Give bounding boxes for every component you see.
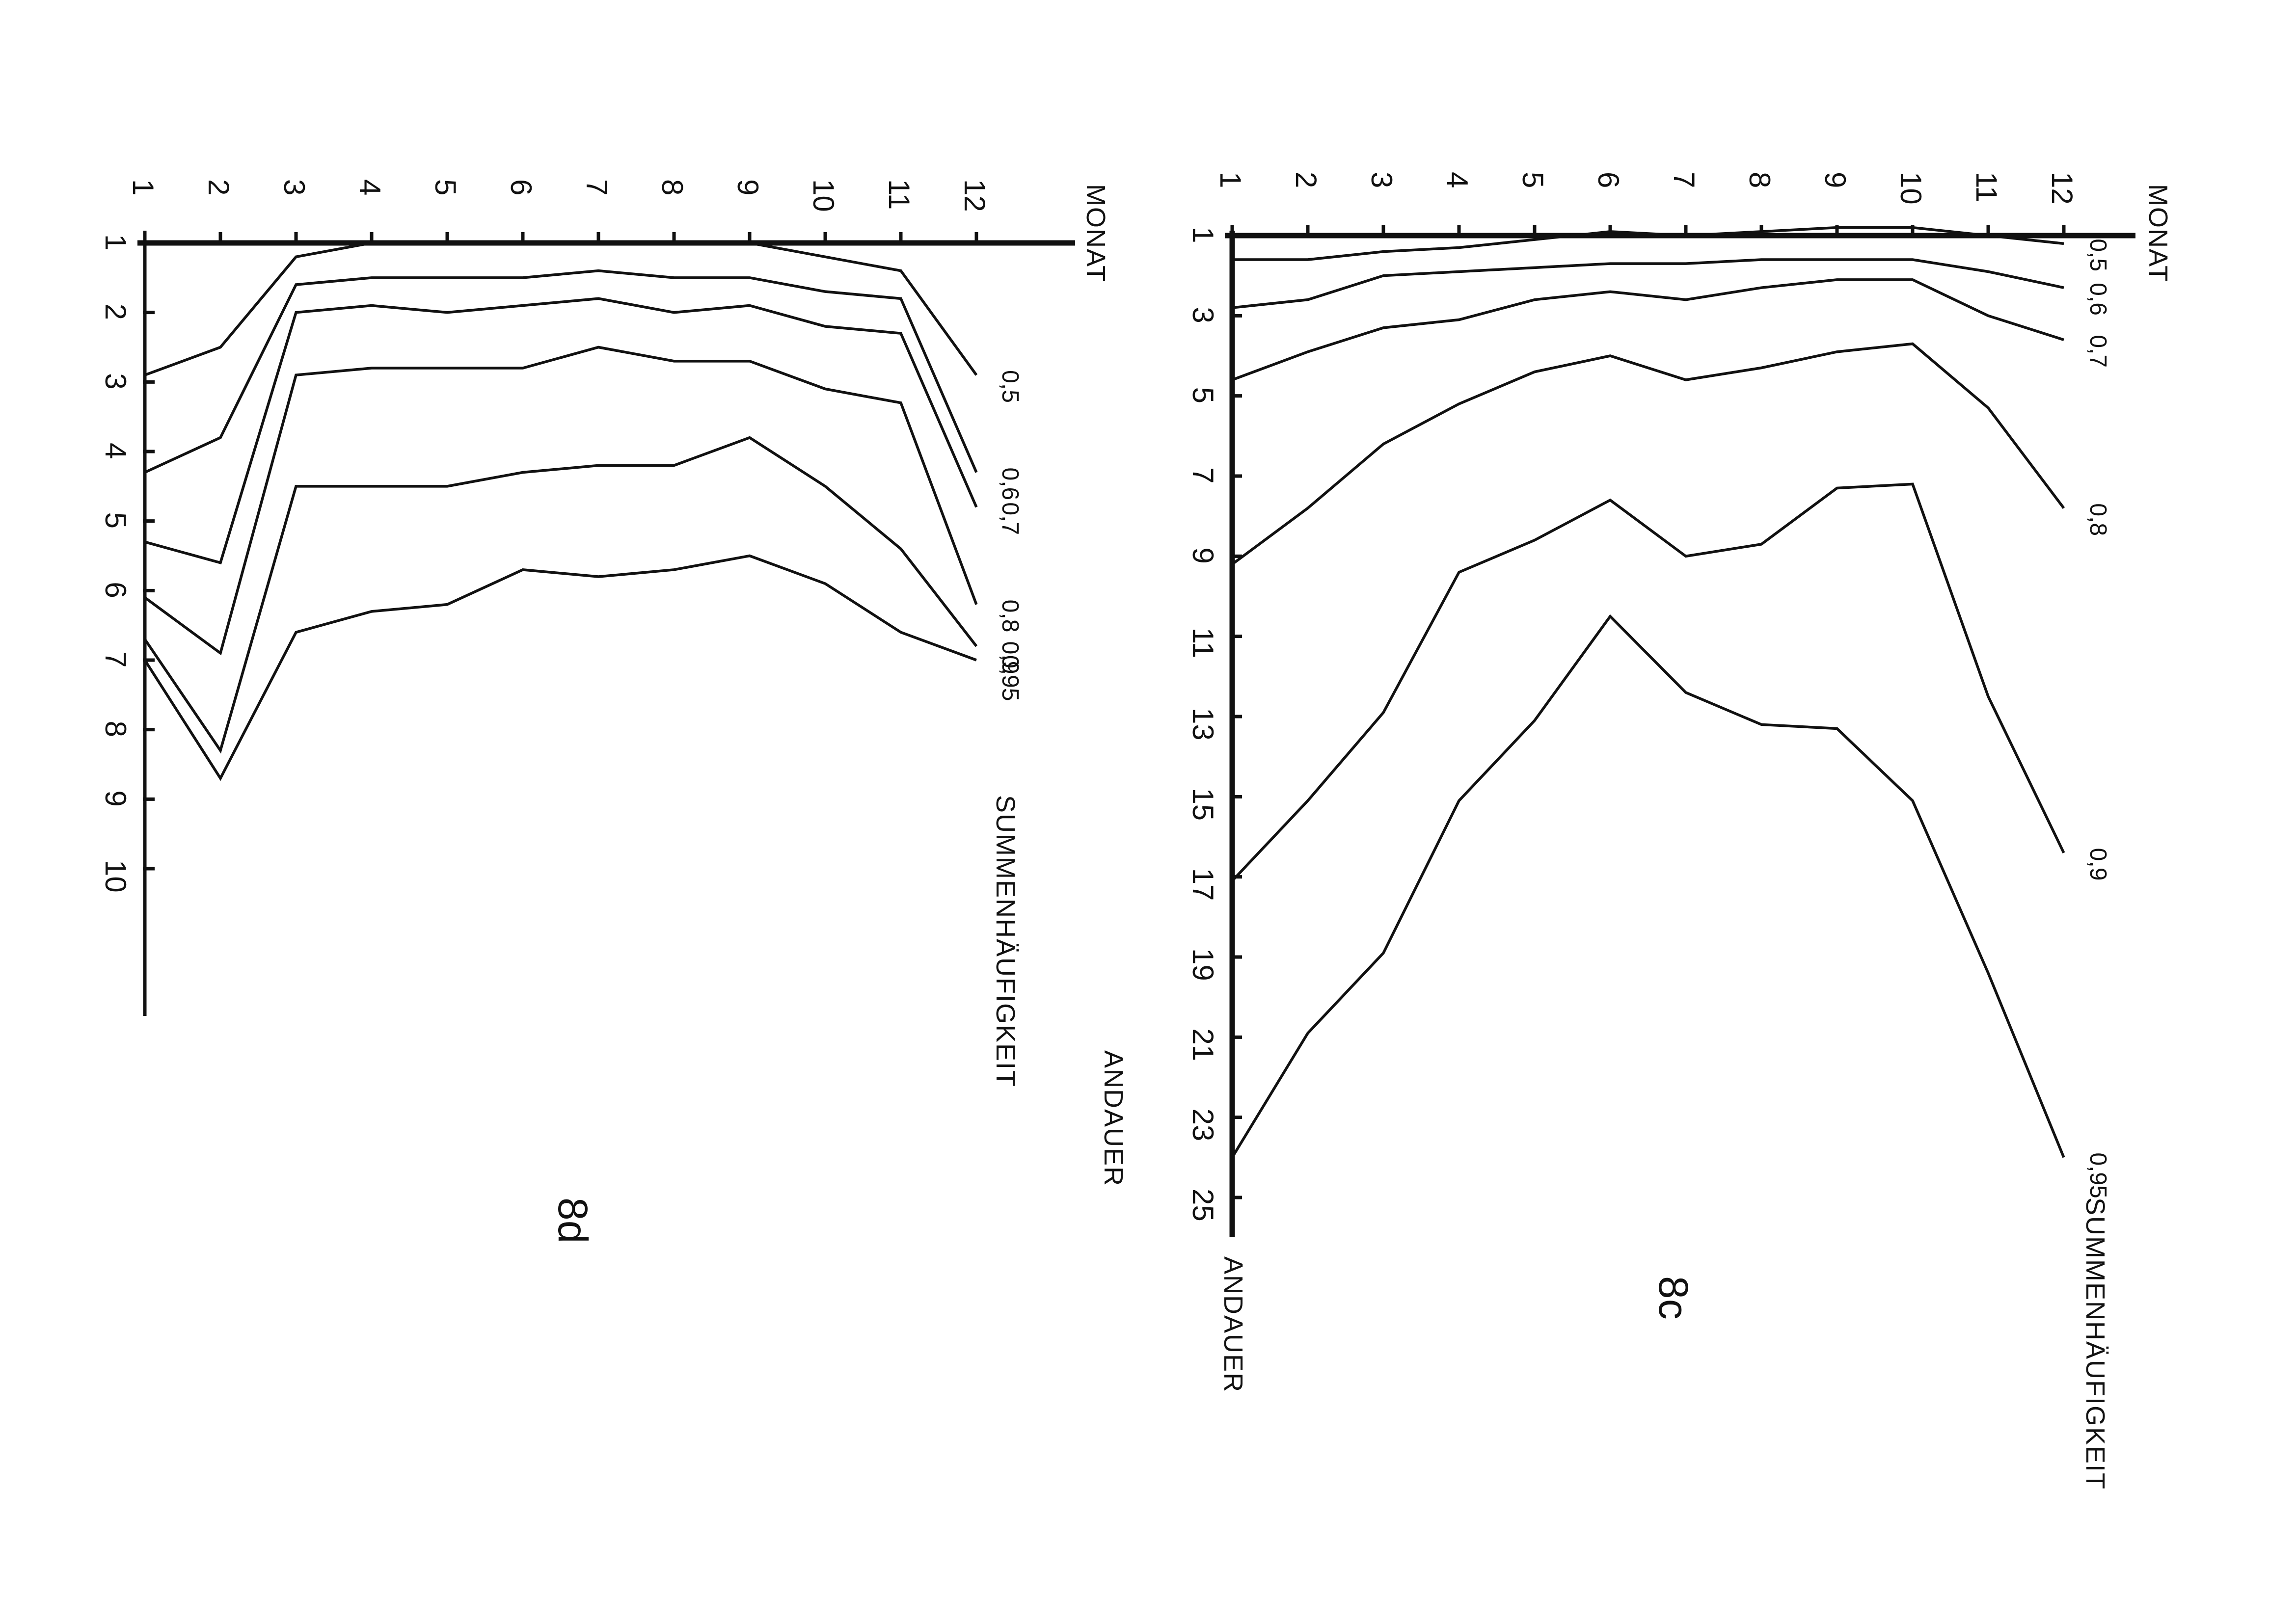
- series-line-0-7: [1232, 278, 2064, 381]
- month-tick-label: 2: [202, 179, 235, 195]
- month-tick-label: 1: [127, 179, 160, 195]
- series-line-0-6: [1232, 258, 2064, 309]
- chart-8c-panel-label: 8c: [1650, 1276, 1697, 1320]
- series-label-0-5: 0,5: [997, 370, 1023, 403]
- month-tick-label: 4: [353, 179, 386, 195]
- duration-tick-label: 10: [99, 860, 132, 893]
- duration-tick-label: 19: [1187, 948, 1219, 981]
- chart-8c-month-ticks: 1 2 3 4 5 6 7 8 9 10 11 12: [1214, 172, 2079, 238]
- month-tick-label: 3: [1365, 172, 1398, 188]
- series-line-0-8: [1231, 342, 2065, 565]
- series-label-0-6: 0,6: [997, 468, 1023, 501]
- series-line-0-5: [144, 241, 978, 376]
- duration-tick-label: 23: [1187, 1109, 1219, 1142]
- month-tick-label: 11: [883, 179, 916, 210]
- duration-tick-label: 9: [1187, 547, 1219, 563]
- duration-tick-label: 13: [1187, 708, 1219, 741]
- month-tick-label: 10: [1894, 172, 1927, 205]
- series-line-0-8: [144, 346, 978, 656]
- month-tick-label: 10: [807, 179, 840, 212]
- series-line-0-9: [1231, 482, 2065, 882]
- month-tick-label: 12: [2046, 172, 2079, 205]
- duration-tick-label: 3: [1187, 307, 1219, 323]
- series-label-0-5: 0,5: [2085, 239, 2111, 271]
- month-tick-label: 5: [1516, 172, 1549, 188]
- series-label-0-95: 0,95: [2085, 1152, 2111, 1198]
- chart-8d-duration-ticks: 1 2 3 4 5 6 7 8 9 10: [99, 234, 155, 893]
- duration-tick-label: 9: [99, 790, 132, 806]
- series-label-0-95: 0,95: [997, 655, 1023, 701]
- series-line-0-95: [1231, 614, 2065, 1158]
- month-tick-label: 11: [1970, 172, 2003, 202]
- series-line-0-7: [144, 297, 978, 565]
- duration-tick-label: 7: [99, 651, 132, 667]
- chart-8d-y-axis-title: ANDAUER: [1099, 1050, 1128, 1187]
- month-tick-label: 5: [429, 179, 462, 195]
- series-label-0-8: 0,8: [2085, 503, 2111, 536]
- month-tick-label: 6: [1592, 172, 1625, 188]
- month-tick-label: 8: [1743, 172, 1776, 188]
- duration-tick-label: 17: [1187, 868, 1219, 901]
- duration-tick-label: 5: [1187, 387, 1219, 403]
- month-tick-label: 3: [278, 179, 311, 195]
- series-line-0-9: [143, 436, 978, 754]
- month-tick-label: 12: [958, 179, 991, 212]
- duration-tick-label: 1: [1187, 227, 1219, 243]
- month-tick-label: 1: [1214, 172, 1247, 188]
- duration-tick-label: 3: [99, 373, 132, 389]
- month-tick-label: 9: [1819, 172, 1852, 188]
- month-tick-label: 7: [580, 179, 613, 195]
- chart-8c-series: [1231, 226, 2065, 1158]
- duration-tick-label: 11: [1187, 628, 1219, 658]
- duration-tick-label: 6: [99, 582, 132, 598]
- series-line-0-95: [143, 554, 977, 781]
- series-label-0-7: 0,7: [997, 502, 1023, 535]
- chart-8c-y-axis-title: ANDAUER: [1218, 1256, 1248, 1393]
- month-tick-label: 9: [731, 179, 764, 195]
- chart-8d-x-axis-title: MONAT: [1081, 184, 1110, 283]
- duration-tick-label: 21: [1187, 1028, 1219, 1061]
- series-label-0-6: 0,6: [2085, 283, 2111, 316]
- chart-8c-x-axis-title: MONAT: [2143, 184, 2173, 283]
- chart-8d-legend-title: SUMMENHÄUFIGKEIT: [991, 795, 1020, 1088]
- chart-8d-panel-label: 8d: [550, 1197, 596, 1243]
- series-label-0-7: 0,7: [2085, 335, 2111, 368]
- series-line-0-5: [1232, 226, 2064, 261]
- duration-tick-label: 4: [99, 443, 132, 459]
- chart-8d-curve-labels: 0,5 0,60,7 0,8 0,90,95: [997, 370, 1023, 701]
- month-tick-label: 6: [505, 179, 538, 195]
- series-label-0-9: 0,9: [997, 641, 1023, 674]
- chart-8c-legend-title: SUMMENHÄUFIGKEIT: [2080, 1197, 2110, 1490]
- month-tick-label: 4: [1441, 172, 1474, 188]
- series-label-0-9: 0,9: [2085, 848, 2111, 881]
- duration-tick-label: 1: [99, 234, 132, 250]
- chart-8d-series: [143, 241, 978, 781]
- duration-tick-label: 25: [1187, 1189, 1219, 1222]
- chart-8c-curve-labels: 0,5 0,6 0,7 0,8 0,9 0,95: [2085, 239, 2111, 1198]
- month-tick-label: 8: [656, 179, 689, 195]
- series-line-0-6: [144, 269, 978, 474]
- duration-tick-label: 5: [99, 512, 132, 529]
- duration-tick-label: 2: [99, 304, 132, 320]
- month-tick-label: 7: [1668, 172, 1701, 188]
- series-label-0-8: 0,8: [997, 600, 1023, 633]
- duration-tick-label: 8: [99, 721, 132, 737]
- duration-tick-label: 15: [1187, 788, 1219, 821]
- duration-tick-label: 7: [1187, 467, 1219, 483]
- month-tick-label: 2: [1290, 172, 1323, 188]
